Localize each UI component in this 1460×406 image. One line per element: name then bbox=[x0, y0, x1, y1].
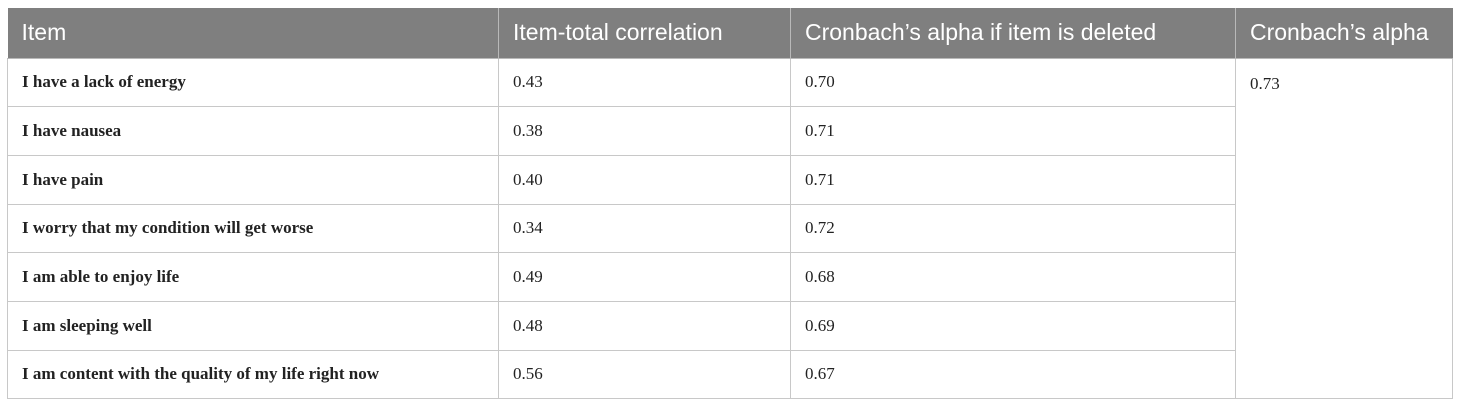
item-cell: I am able to enjoy life bbox=[7, 252, 499, 302]
item-total-cell: 0.40 bbox=[498, 154, 791, 205]
reliability-table: Item Item-total correlation Cronbach’s a… bbox=[7, 8, 1453, 400]
table-row: I am content with the quality of my life… bbox=[7, 349, 1453, 400]
alpha-deleted-cell: 0.71 bbox=[790, 106, 1236, 156]
table-row: I am sleeping well 0.48 0.69 bbox=[7, 300, 1453, 351]
table-header: Item Item-total correlation Cronbach’s a… bbox=[7, 8, 1453, 59]
table-row: I have pain 0.40 0.71 bbox=[7, 154, 1453, 205]
alpha-deleted-cell: 0.70 bbox=[790, 57, 1236, 108]
item-cell: I have nausea bbox=[7, 106, 499, 156]
item-total-cell: 0.48 bbox=[498, 300, 791, 351]
alpha-deleted-cell: 0.71 bbox=[790, 154, 1236, 205]
header-row: Item Item-total correlation Cronbach’s a… bbox=[7, 8, 1453, 59]
item-total-cell: 0.49 bbox=[498, 252, 791, 302]
table-row: I have a lack of energy 0.43 0.70 0.73 bbox=[7, 57, 1453, 400]
cronbach-alpha-cell: 0.73 bbox=[1235, 57, 1453, 400]
alpha-deleted-cell: 0.72 bbox=[790, 203, 1236, 254]
item-cell: I have pain bbox=[7, 154, 499, 205]
item-total-cell: 0.43 bbox=[498, 57, 791, 108]
item-total-cell: 0.38 bbox=[498, 106, 791, 156]
item-cell: I am sleeping well bbox=[7, 300, 499, 351]
table-row: I have nausea 0.38 0.71 bbox=[7, 106, 1453, 156]
item-cell: I am content with the quality of my life… bbox=[7, 349, 499, 400]
item-cell: I have a lack of energy bbox=[7, 57, 499, 108]
item-total-cell: 0.56 bbox=[498, 349, 791, 400]
alpha-deleted-cell: 0.69 bbox=[790, 300, 1236, 351]
header-alpha-if-deleted: Cronbach’s alpha if item is deleted bbox=[790, 8, 1236, 59]
header-item-total-correlation: Item-total correlation bbox=[498, 8, 791, 59]
table-row: I worry that my condition will get worse… bbox=[7, 203, 1453, 254]
alpha-deleted-cell: 0.67 bbox=[790, 349, 1236, 400]
alpha-deleted-cell: 0.68 bbox=[790, 252, 1236, 302]
table-body: I have a lack of energy 0.43 0.70 0.73 I… bbox=[7, 57, 1453, 400]
header-item: Item bbox=[7, 8, 499, 59]
item-cell: I worry that my condition will get worse bbox=[7, 203, 499, 254]
item-total-cell: 0.34 bbox=[498, 203, 791, 254]
header-cronbach-alpha: Cronbach’s alpha bbox=[1235, 8, 1453, 59]
table-row: I am able to enjoy life 0.49 0.68 bbox=[7, 252, 1453, 302]
